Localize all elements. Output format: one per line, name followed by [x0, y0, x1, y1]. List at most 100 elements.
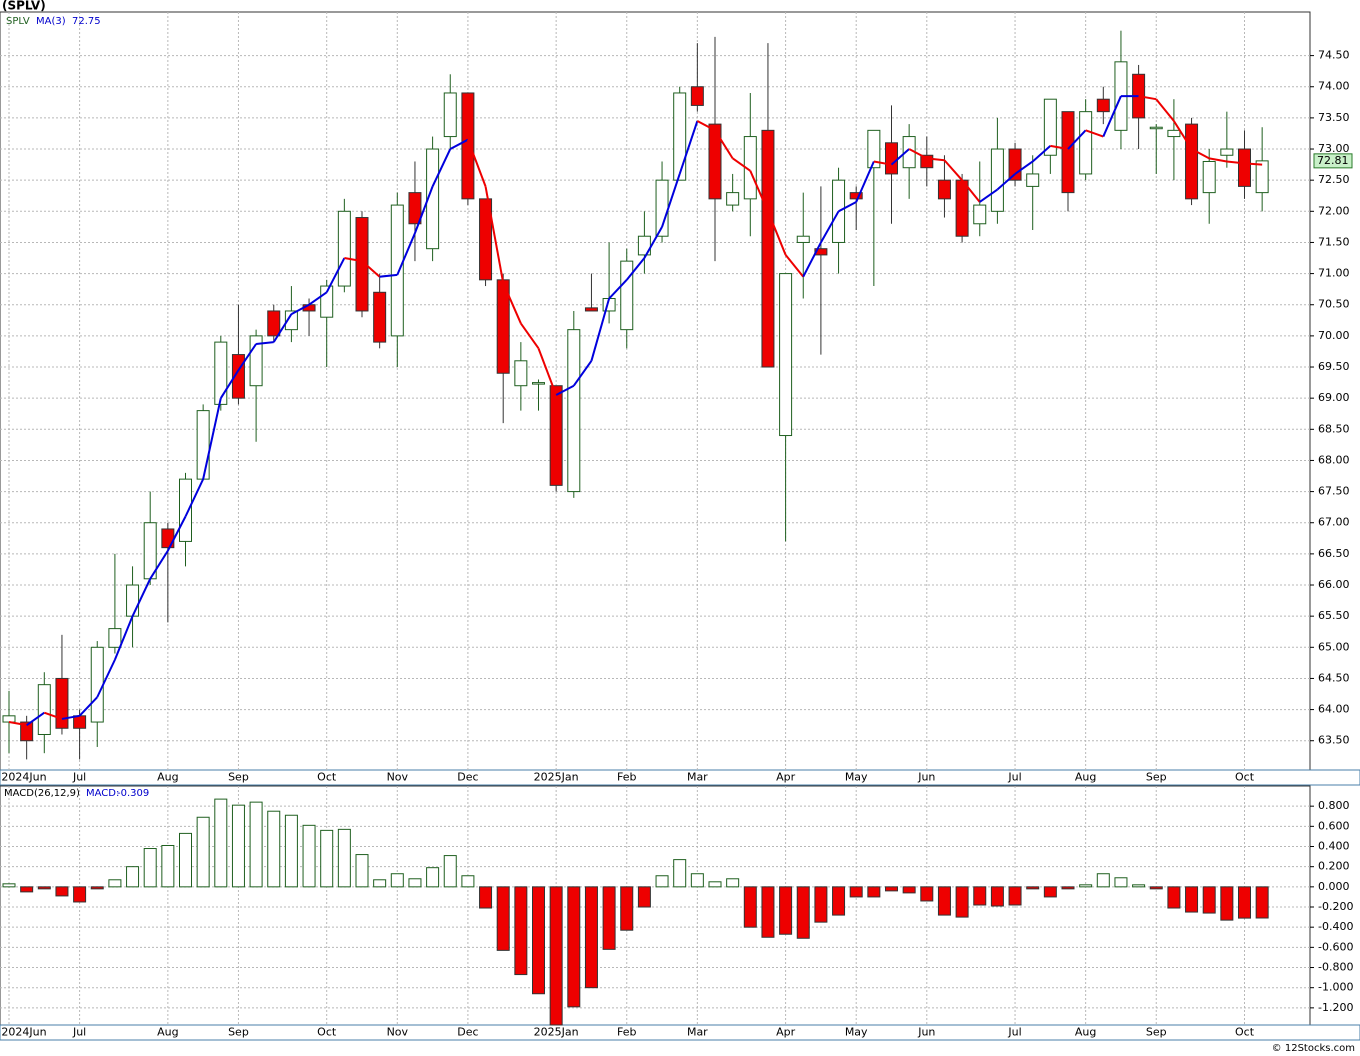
- macd-bar: [355, 854, 369, 888]
- y-tick-label: 63.50: [1318, 734, 1350, 747]
- candle-body: [337, 210, 351, 287]
- ma-line: [184, 478, 205, 517]
- candle-body: [37, 684, 51, 735]
- macd-bar: [320, 829, 334, 888]
- y-tick-label: 66.50: [1318, 547, 1350, 560]
- x-tick-label: Mar: [687, 1026, 708, 1039]
- ma-line: [290, 303, 310, 315]
- candle-body: [1255, 160, 1269, 194]
- y-tick-label: -1.200: [1318, 1001, 1353, 1014]
- ma-line: [767, 210, 787, 256]
- y-tick-label: 68.00: [1318, 453, 1350, 466]
- y-tick-label: 74.50: [1318, 49, 1350, 62]
- ma-line: [784, 254, 805, 278]
- candle-body: [214, 341, 228, 405]
- macd-bar: [832, 886, 846, 916]
- y-tick-label: 65.50: [1318, 609, 1350, 622]
- ma-line: [1067, 129, 1087, 150]
- y-tick-label: -0.800: [1318, 961, 1353, 974]
- macd-bar: [567, 886, 581, 1008]
- ma-line: [219, 369, 240, 399]
- candle-body: [1096, 98, 1110, 113]
- macd-bar: [373, 879, 387, 888]
- x-tick-label: Jul: [1007, 1026, 1021, 1039]
- candle-body: [196, 410, 210, 480]
- ma-line: [873, 160, 892, 166]
- y-tick-label: 73.00: [1318, 142, 1350, 155]
- ma-line: [113, 615, 134, 661]
- ma-line: [308, 291, 328, 306]
- macd-bar: [496, 886, 510, 951]
- macd-bar: [549, 886, 563, 1026]
- macd-bar: [461, 875, 475, 888]
- candle-body: [90, 646, 104, 723]
- x-tick-label: Feb: [617, 771, 636, 784]
- candle-body: [426, 148, 440, 250]
- ma-line: [1032, 145, 1052, 163]
- candle-body: [885, 142, 898, 175]
- ma-line: [749, 170, 769, 212]
- macd-bar: [284, 814, 298, 888]
- y-tick-label: 70.50: [1318, 298, 1350, 311]
- ma-line: [502, 282, 522, 324]
- candle-body: [461, 92, 475, 200]
- y-tick-label: 64.50: [1318, 671, 1350, 684]
- last-price-box: [1313, 153, 1353, 169]
- ma-line: [1209, 157, 1228, 163]
- x-tick-label: 2024Jun: [1, 771, 46, 784]
- ma-line: [484, 186, 505, 284]
- x-tick-label: Apr: [776, 771, 796, 784]
- y-tick-label: 69.00: [1318, 391, 1350, 404]
- ma-line: [802, 241, 822, 278]
- macd-bar: [1079, 884, 1093, 888]
- ma-line: [466, 139, 487, 187]
- ma-line: [696, 120, 716, 132]
- x-tick-label: Sep: [1146, 1026, 1167, 1039]
- macd-bar: [637, 886, 651, 908]
- ma-line: [555, 384, 575, 396]
- ma-line: [537, 347, 558, 396]
- footer: © 12Stocks.com: [1272, 1043, 1355, 1054]
- ma-line: [1191, 148, 1210, 160]
- macd-bar: [690, 873, 704, 888]
- candle-body: [373, 291, 387, 343]
- macd-bar: [673, 859, 687, 888]
- candle-body: [567, 329, 581, 493]
- x-tick-label: Oct: [317, 771, 337, 784]
- macd-bar: [726, 878, 740, 888]
- x-tick-label: Nov: [387, 771, 409, 784]
- ma-line: [1138, 95, 1157, 101]
- ma-line: [1102, 95, 1122, 137]
- macd-bar: [655, 875, 669, 888]
- candle-body: [1167, 129, 1181, 138]
- x-tick-label: Apr: [776, 1026, 796, 1039]
- candle-body: [1043, 98, 1057, 156]
- ma-line: [590, 298, 611, 362]
- y-tick-label: 0.800: [1318, 799, 1350, 812]
- candle-body: [584, 307, 598, 312]
- candle-body: [690, 86, 704, 106]
- candle-body: [779, 273, 793, 437]
- candle-body: [20, 721, 34, 742]
- candle-body: [761, 129, 775, 368]
- x-tick-label: Mar: [687, 771, 708, 784]
- macd-bar: [602, 886, 616, 950]
- x-tick-label: Jul: [1007, 771, 1021, 784]
- candle-body: [708, 123, 722, 200]
- y-tick-label: 66.00: [1318, 578, 1350, 591]
- y-tick-label: 0.400: [1318, 840, 1350, 853]
- ma-line: [61, 714, 80, 720]
- candle-body: [937, 179, 951, 200]
- x-tick-label: Aug: [1075, 771, 1096, 784]
- macd-bar: [849, 886, 863, 898]
- macd-bar: [426, 867, 440, 888]
- y-tick-label: 67.00: [1318, 516, 1350, 529]
- x-tick-label: Aug: [157, 1026, 178, 1039]
- macd-bar: [1149, 886, 1163, 890]
- macd-bar: [1008, 886, 1022, 906]
- macd-bar: [2, 883, 16, 888]
- ma-line: [1173, 120, 1193, 150]
- macd-bar: [214, 798, 228, 888]
- legend-ma-value: 72.75: [72, 16, 101, 27]
- macd-bar: [814, 886, 828, 923]
